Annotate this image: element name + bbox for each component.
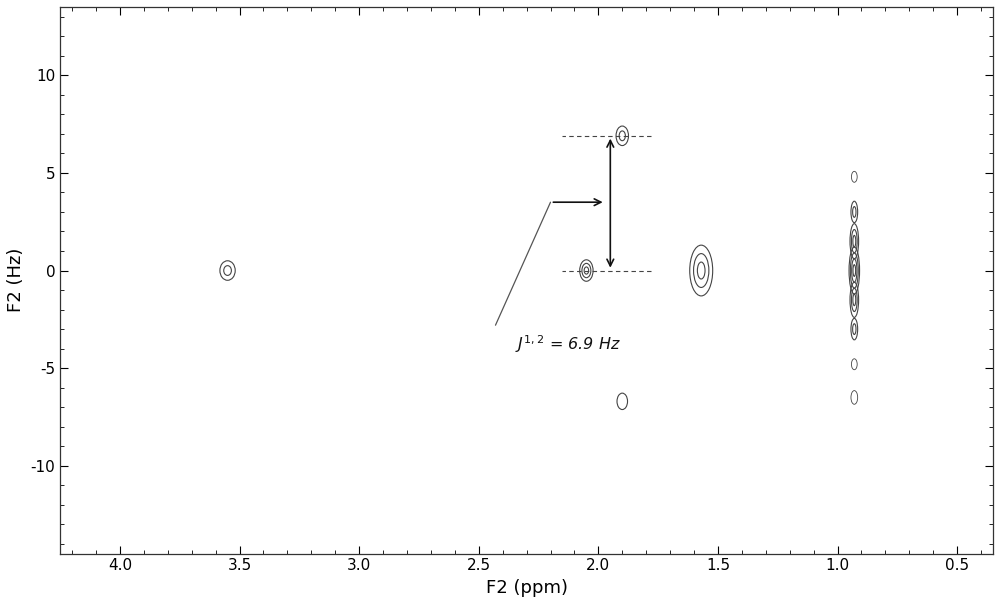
- Y-axis label: F2 (Hz): F2 (Hz): [7, 248, 25, 312]
- X-axis label: F2 (ppm): F2 (ppm): [486, 579, 568, 597]
- Text: $J^{1,2}$ = 6.9 Hz: $J^{1,2}$ = 6.9 Hz: [515, 333, 620, 355]
